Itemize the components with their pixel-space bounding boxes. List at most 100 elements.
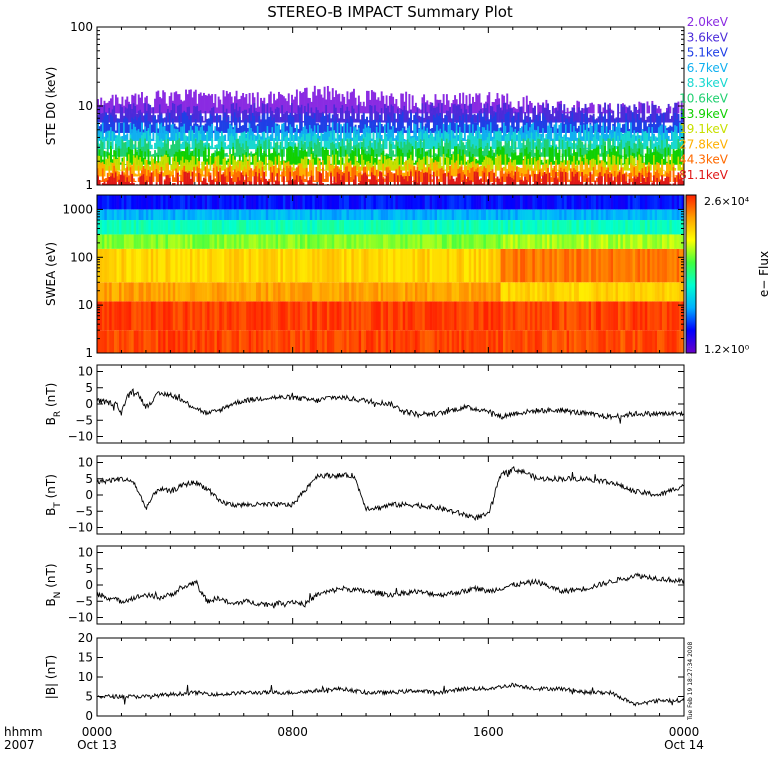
swea-cell (319, 248, 323, 283)
ste-bar-3.6keV (527, 104, 530, 123)
ste-bar-27.8keV (653, 165, 655, 177)
swea-cell (410, 220, 413, 235)
ste-bar-81.1keV (450, 175, 453, 185)
ste-bar-13.9keV (447, 149, 450, 165)
swea-cell (282, 209, 286, 221)
swea-cell (136, 209, 139, 221)
swea-cell (300, 301, 303, 331)
ste-bar-2.0keV (380, 91, 383, 114)
ste-bar-3.6keV (405, 110, 408, 123)
swea-cell (104, 330, 108, 353)
ste-bar-5.1keV (623, 123, 626, 133)
ste-bar-44.3keV (295, 167, 298, 182)
ste-bar-8.3keV (158, 140, 161, 150)
ste-bar-2.0keV (659, 108, 662, 114)
ste-bar-81.1keV (418, 171, 421, 185)
ste-bar-81.1keV (423, 172, 426, 185)
ste-bar-44.3keV (540, 178, 543, 182)
swea-cell (353, 330, 357, 353)
ste-bar-44.3keV (613, 171, 616, 182)
ste-bar-10.6keV (250, 151, 253, 157)
ste-bar-19.1keV (354, 156, 357, 171)
ste-bar-8.3keV (499, 130, 502, 150)
ste-bar-6.7keV (349, 126, 352, 141)
swea-cell (207, 220, 210, 235)
swea-cell (202, 248, 205, 283)
ste-bar-3.6keV (186, 107, 189, 123)
swea-cell (383, 248, 386, 283)
ste-bar-19.1keV (392, 161, 395, 171)
ste-bar-27.8keV (530, 167, 533, 177)
ste-bar-2.0keV (356, 105, 359, 114)
swea-cell (312, 301, 315, 331)
ste-bar-10.6keV (333, 144, 336, 157)
swea-cell (375, 282, 379, 302)
ste-bar-44.3keV (193, 166, 196, 182)
ste-bar-19.1keV (279, 161, 282, 171)
swea-cell (277, 195, 281, 210)
ste-bar-2.0keV (458, 93, 461, 114)
ste-bar-13.9keV (353, 151, 355, 165)
ste-bar-27.8keV (424, 167, 427, 177)
ste-bar-44.3keV (269, 166, 272, 182)
ste-bar-5.1keV (626, 119, 629, 133)
swea-cell (199, 195, 203, 210)
ste-bar-81.1keV (514, 171, 517, 185)
ste-bar-8.3keV (520, 142, 523, 150)
ste-bar-27.8keV (170, 171, 173, 177)
ste-bar-5.1keV (431, 128, 434, 133)
swea-cell (304, 282, 308, 302)
ste-bar-10.6keV (400, 141, 403, 157)
ste-bar-81.1keV (240, 172, 243, 185)
ste-bar-2.0keV (300, 93, 303, 114)
ste-bar-10.6keV (369, 140, 372, 157)
ste-bar-10.6keV (162, 147, 165, 157)
ste-bar-8.3keV (626, 131, 629, 150)
ste-bar-10.6keV (431, 155, 434, 157)
swea-cell (114, 330, 117, 353)
ste-bar-13.9keV (635, 164, 638, 165)
swea-cell (363, 301, 367, 331)
swea-cell (322, 195, 325, 210)
ste-bar-10.6keV (625, 142, 628, 157)
swea-cell (182, 282, 186, 302)
ste-bar-8.3keV (292, 134, 295, 150)
ste-bar-5.1keV (670, 126, 673, 133)
ste-bar-2.0keV (493, 102, 496, 114)
ste-bar-81.1keV (320, 173, 323, 185)
swea-cell (202, 282, 205, 302)
ste-bar-13.9keV (472, 153, 474, 165)
swea-cell (263, 209, 267, 221)
swea-cell (358, 248, 362, 283)
ste-bar-10.6keV (124, 141, 127, 157)
ste-bar-19.1keV (216, 156, 218, 171)
ste-bar-6.7keV (317, 125, 320, 141)
swea-cell (363, 248, 367, 283)
ste-bar-10.6keV (486, 143, 489, 157)
ste-bar-5.1keV (150, 124, 153, 133)
ste-bar-19.1keV (268, 159, 271, 171)
ste-bar-8.3keV (377, 132, 380, 150)
ste-bar-19.1keV (431, 158, 434, 171)
ste-bar-27.8keV (383, 174, 386, 177)
ste-bar-13.9keV (126, 152, 129, 165)
ste-bar-8.3keV (269, 141, 272, 150)
ste-bar-8.3keV (354, 137, 357, 150)
ste-bar-13.9keV (432, 146, 435, 165)
ste-bar-10.6keV (167, 138, 170, 157)
ste-bar-6.7keV (260, 136, 262, 141)
ste-bar-19.1keV (410, 154, 412, 171)
ste-bar-81.1keV (229, 171, 231, 185)
ste-bar-3.6keV (582, 113, 585, 123)
swea-cell (219, 301, 223, 331)
ste-bar-19.1keV (591, 158, 593, 171)
swea-cell (297, 301, 301, 331)
swea-cell (339, 248, 342, 283)
ste-bar-44.3keV (144, 168, 147, 182)
ste-bar-81.1keV (335, 182, 337, 185)
ste-bar-8.3keV (452, 138, 455, 150)
swea-cell (251, 248, 254, 283)
ste-bar-5.1keV (268, 116, 271, 133)
ste-bar-27.8keV (377, 169, 380, 177)
ste-bar-10.6keV (157, 146, 160, 157)
